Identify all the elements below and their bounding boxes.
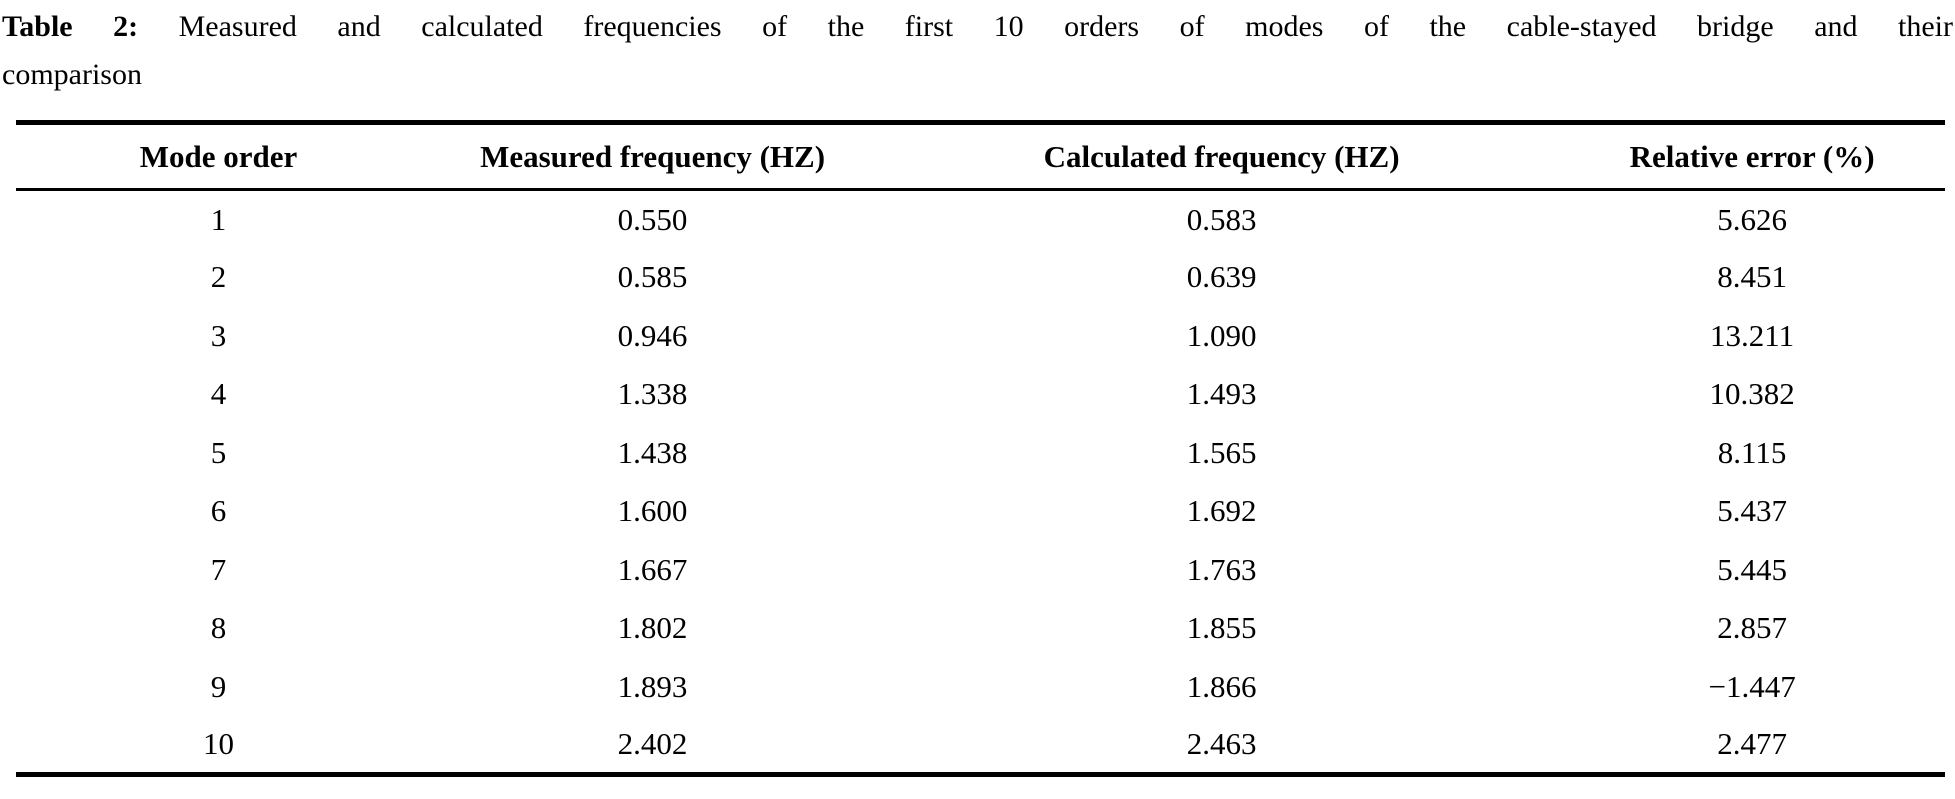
table-cell: 7 bbox=[210, 551, 227, 587]
header-calculated-frequency: Calculated frequency (HZ) bbox=[1043, 138, 1400, 174]
table-cell: 1.692 bbox=[1186, 493, 1257, 529]
table-caption: Table 2: Measured and calculated frequen… bbox=[2, 3, 1953, 99]
table-cell: 1.438 bbox=[617, 434, 688, 470]
caption-label: Table 2: bbox=[2, 10, 139, 43]
table-row: 1 0.550 0.583 5.626 bbox=[16, 190, 1945, 249]
table-cell: 1.338 bbox=[617, 376, 688, 412]
table-cell: 1.600 bbox=[617, 493, 688, 529]
table-cell: −1.447 bbox=[1708, 668, 1796, 704]
table-cell: 0.946 bbox=[617, 317, 688, 353]
header-relative-error: Relative error (%) bbox=[1629, 138, 1875, 174]
table-row: 3 0.946 1.090 13.211 bbox=[16, 307, 1945, 366]
table-cell: 0.550 bbox=[617, 201, 688, 237]
table-cell: 5.437 bbox=[1717, 493, 1787, 529]
table-cell: 4 bbox=[210, 376, 227, 412]
table-row: 2 0.585 0.639 8.451 bbox=[16, 248, 1945, 307]
table-cell: 9 bbox=[210, 668, 227, 704]
table-cell: 1.493 bbox=[1186, 376, 1257, 412]
table-cell: 2.477 bbox=[1717, 726, 1787, 761]
table-header: Mode order Measured frequency (HZ) Calcu… bbox=[16, 123, 1945, 190]
table-cell: 10 bbox=[203, 726, 235, 761]
table-cell: 2.402 bbox=[617, 726, 688, 761]
table-body: 1 0.550 0.583 5.626 2 0.585 0.639 8.451 3 0.946 1.… bbox=[16, 190, 1945, 775]
caption-line-2: comparison bbox=[2, 58, 142, 91]
paper-table-figure: Table 2: Measured and calculated frequen… bbox=[0, 3, 1955, 777]
table-row: 5 1.438 1.565 8.115 bbox=[16, 424, 1945, 483]
table-cell: 1.866 bbox=[1186, 668, 1257, 704]
table-cell: 1.090 bbox=[1186, 317, 1257, 353]
table-row: 4 1.338 1.493 10.382 bbox=[16, 365, 1945, 424]
table-cell: 2.463 bbox=[1186, 726, 1257, 761]
table-row: 9 1.893 1.866 −1.447 bbox=[16, 658, 1945, 717]
table-cell: 2 bbox=[210, 259, 227, 295]
table-cell: 3 bbox=[210, 317, 227, 353]
table-cell: 0.639 bbox=[1186, 259, 1257, 295]
table-cell: 13.211 bbox=[1710, 317, 1795, 353]
table-cell: 0.585 bbox=[617, 259, 688, 295]
caption-text: Measured and calculated frequencies of t… bbox=[178, 10, 1954, 43]
table-row: 10 2.402 2.463 2.477 bbox=[16, 716, 1945, 775]
table-cell: 1.565 bbox=[1186, 434, 1257, 470]
table-cell: 1.893 bbox=[617, 668, 688, 704]
table-cell: 1.667 bbox=[617, 551, 688, 587]
table-cell: 8.451 bbox=[1717, 259, 1787, 295]
table-cell: 1.802 bbox=[617, 610, 688, 646]
table-cell: 8 bbox=[210, 610, 227, 646]
table-cell: 5.445 bbox=[1717, 551, 1787, 587]
header-row: Mode order Measured frequency (HZ) Calcu… bbox=[16, 123, 1945, 190]
table-row: 6 1.600 1.692 5.437 bbox=[16, 482, 1945, 541]
table-row: 7 1.667 1.763 5.445 bbox=[16, 541, 1945, 600]
frequency-table: Mode order Measured frequency (HZ) Calcu… bbox=[16, 120, 1945, 777]
table-cell: 2.857 bbox=[1717, 610, 1787, 646]
table-cell: 0.583 bbox=[1186, 201, 1257, 237]
table-cell: 1.855 bbox=[1186, 610, 1257, 646]
table-cell: 5.626 bbox=[1717, 201, 1787, 237]
table-cell: 1.763 bbox=[1186, 551, 1257, 587]
caption-line-1: Table 2: Measured and calculated frequen… bbox=[2, 3, 1953, 51]
header-mode-order: Mode order bbox=[139, 138, 298, 174]
table-row: 8 1.802 1.855 2.857 bbox=[16, 599, 1945, 658]
table-cell: 5 bbox=[210, 434, 227, 470]
table-cell: 1 bbox=[210, 201, 227, 237]
table-cell: 6 bbox=[210, 493, 227, 529]
header-measured-frequency: Measured frequency (HZ) bbox=[480, 138, 826, 174]
table-cell: 8.115 bbox=[1717, 434, 1787, 470]
table-cell: 10.382 bbox=[1709, 376, 1795, 412]
